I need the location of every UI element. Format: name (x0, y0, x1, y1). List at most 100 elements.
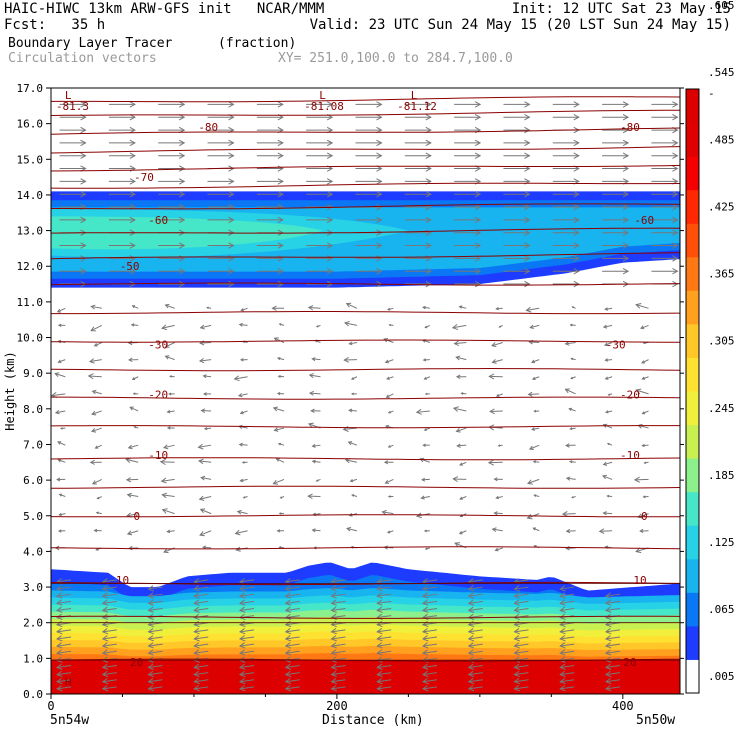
circulation-vector (421, 628, 438, 635)
circulation-vector (454, 268, 482, 275)
circulation-vector (256, 203, 284, 211)
y-tick-label: 17.0 (17, 82, 44, 95)
circulation-vector (602, 255, 630, 262)
circulation-vector (639, 528, 649, 534)
contour-label: -81.08 (304, 100, 344, 113)
colorbar-label: .065 (708, 603, 735, 616)
circulation-vector (200, 475, 212, 481)
circulation-vector (238, 642, 255, 649)
circulation-vector (565, 476, 576, 481)
circulation-vector (602, 126, 630, 134)
y-tick-label: 8.0 (23, 403, 43, 416)
circulation-vector (386, 530, 394, 534)
extremum-label: L (411, 89, 418, 102)
circulation-vector (355, 165, 383, 172)
circulation-vector (129, 406, 139, 412)
circulation-vector (503, 268, 531, 275)
circulation-vector (559, 592, 575, 599)
circulation-vector (459, 461, 467, 466)
circulation-vector (387, 444, 394, 448)
circulation-vector (641, 359, 649, 364)
circulation-vector (101, 592, 117, 599)
circulation-vector (284, 635, 300, 642)
circulation-vector (55, 677, 72, 685)
x-tick-label: 400 (612, 699, 634, 713)
circulation-vector (126, 530, 139, 536)
circulation-vector (330, 585, 346, 592)
circulation-vector (147, 649, 163, 656)
contour-label: -20 (148, 389, 168, 402)
circulation-vector (559, 663, 575, 670)
circulation-vector (57, 359, 66, 364)
circulation-vector (330, 642, 346, 649)
circulation-vector (532, 527, 540, 532)
circulation-vector (330, 606, 346, 613)
circulation-vector (420, 495, 430, 500)
circulation-vector (284, 677, 300, 685)
circulation-vector (467, 606, 483, 613)
circulation-vector (421, 685, 438, 692)
circulation-vector (202, 374, 212, 379)
circulation-vector (158, 242, 186, 249)
circulation-vector (424, 547, 430, 550)
circulation-vector (271, 305, 285, 311)
circulation-vector (602, 114, 630, 121)
circulation-vector (604, 677, 621, 685)
circulation-vector (193, 599, 209, 606)
circulation-vector (602, 461, 613, 466)
circulation-vector (530, 359, 540, 364)
circulation-vector (604, 606, 621, 613)
circulation-vector (641, 443, 649, 448)
contour-label: -30 (606, 339, 626, 352)
circulation-vector (513, 592, 529, 599)
isotherm-contour (51, 546, 680, 550)
circulation-vector (404, 216, 432, 224)
circulation-vector (54, 409, 66, 415)
y-tick-label: 5.0 (23, 510, 43, 523)
circulation-vector (604, 592, 621, 599)
colorbar-swatch (686, 391, 699, 426)
colorbar-label: .605 (708, 0, 735, 12)
circulation-vector (604, 376, 613, 380)
x-tick-label: 200 (326, 699, 348, 713)
cross-section-endpoints: XY= 251.0,100.0 to 284.7,100.0 (278, 51, 513, 66)
circulation-vector (240, 358, 248, 362)
circulation-vector (452, 476, 467, 483)
circulation-vector (193, 628, 209, 635)
circulation-vector (604, 342, 613, 347)
circulation-vector (503, 229, 531, 236)
circulation-vector (458, 305, 467, 309)
circulation-vector (421, 599, 438, 606)
circulation-vector (381, 509, 394, 515)
circulation-vector (207, 280, 235, 288)
circulation-vector (273, 427, 285, 432)
circulation-vector (202, 392, 212, 396)
circulation-vector (503, 280, 531, 288)
circulation-vector (128, 357, 139, 363)
circulation-vector (256, 139, 284, 147)
circulation-vector (193, 635, 209, 642)
circulation-vector (57, 323, 66, 328)
circulation-vector (56, 477, 66, 482)
contour-label: -70 (134, 171, 154, 184)
circulation-vector (606, 442, 613, 446)
circulation-vector (559, 685, 575, 692)
circulation-vector (376, 585, 392, 592)
circulation-vector (272, 406, 285, 412)
isotherm-contour (51, 311, 680, 315)
circulation-vector (552, 280, 580, 288)
circulation-vector (467, 685, 483, 692)
circulation-vector (455, 355, 467, 361)
isotherm-contour (51, 96, 680, 103)
circulation-vector (126, 492, 139, 498)
circulation-vector (604, 599, 621, 606)
circulation-vector (256, 152, 284, 159)
header-init-time: Init: 12 UTC Sat 23 May 15 (511, 1, 731, 17)
circulation-vector (552, 268, 580, 275)
circulation-vector (306, 191, 334, 198)
contour-label: -30 (148, 339, 168, 352)
circulation-vector (330, 592, 346, 599)
circulation-vector (91, 389, 102, 395)
colorbar-label: .005 (708, 670, 735, 683)
